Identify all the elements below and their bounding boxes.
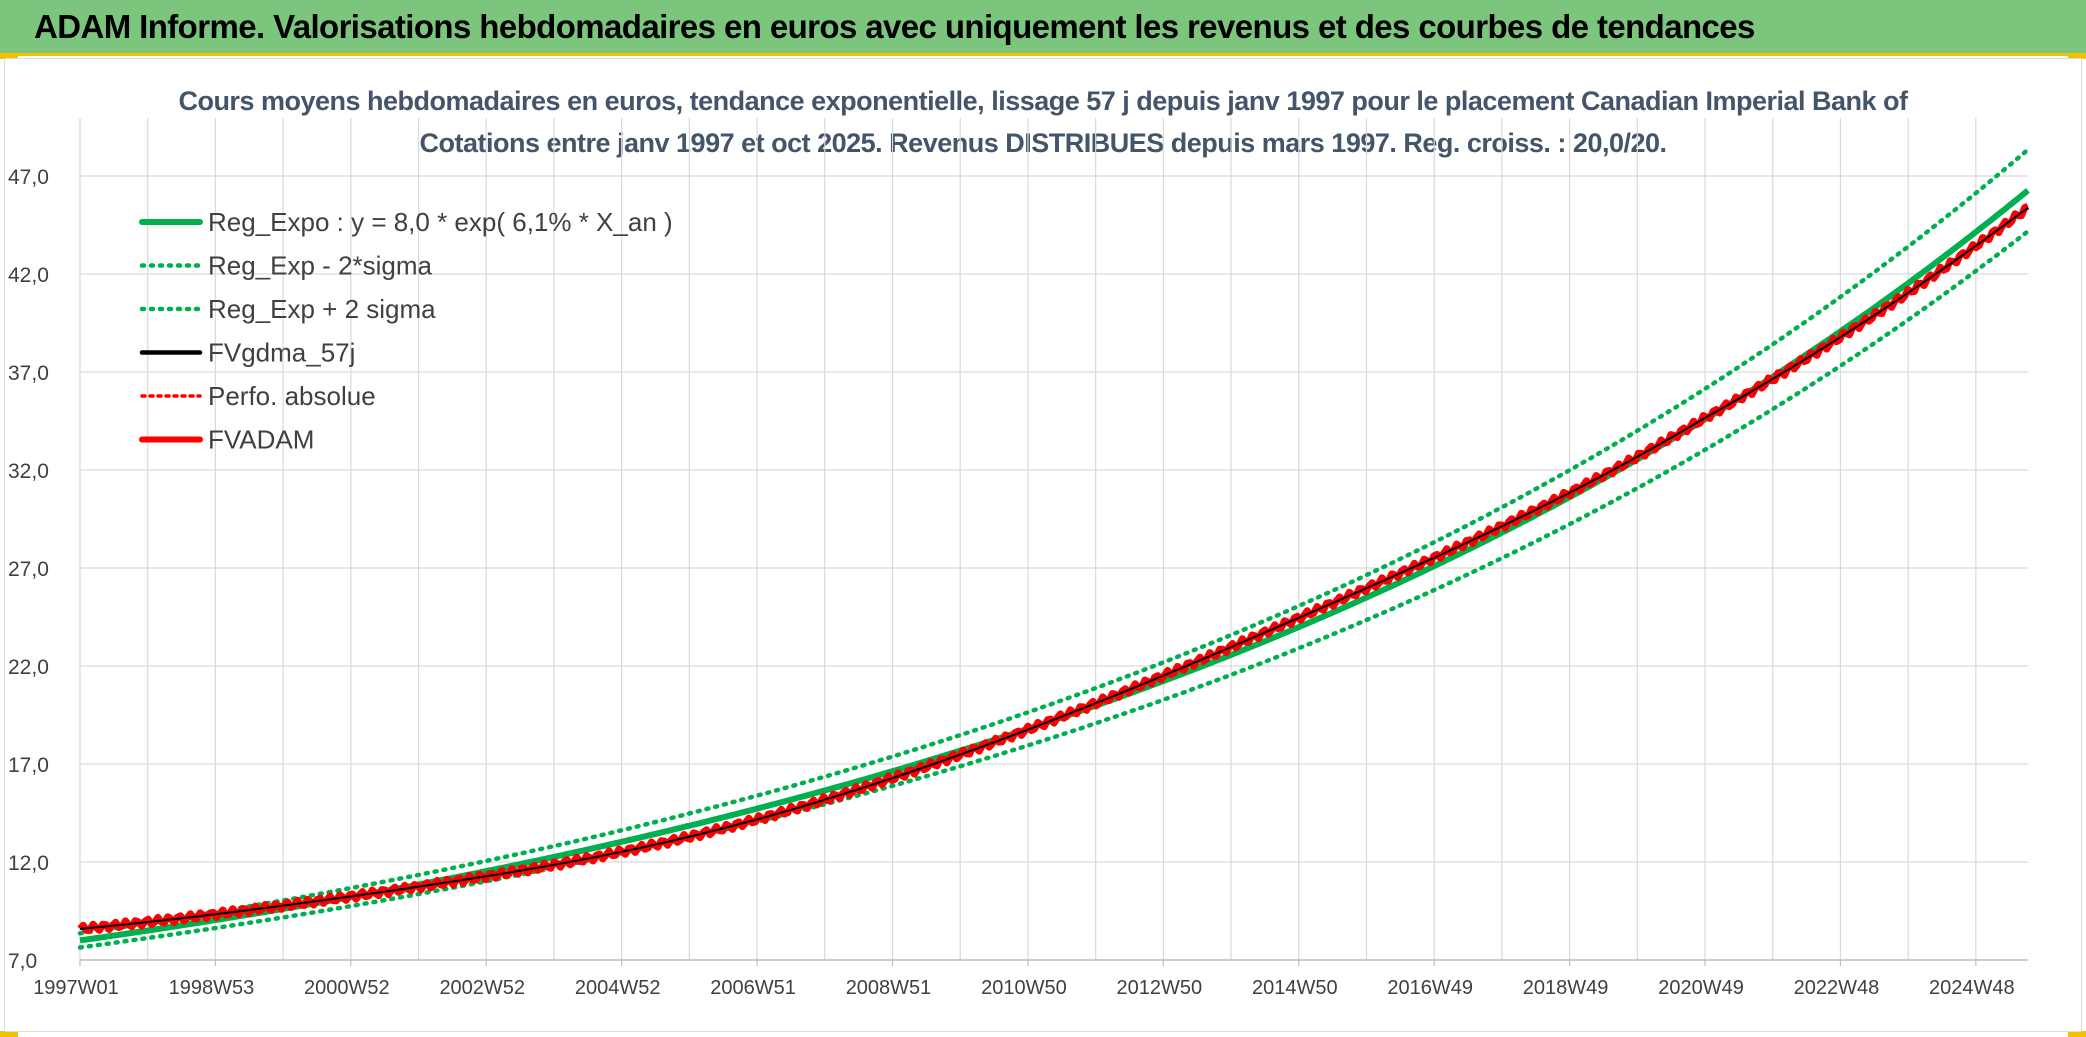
report-title: ADAM Informe. Valorisations hebdomadaire… bbox=[34, 8, 1755, 45]
series-fvgdma-57j bbox=[79, 206, 2029, 930]
x-tick-label: 2016W49 bbox=[1387, 977, 1473, 999]
legend-label: Reg_Expo : y = 8,0 * exp( 6,1% * X_an ) bbox=[208, 207, 673, 237]
y-tick-label: 17,0 bbox=[8, 754, 49, 777]
legend-label: Reg_Exp - 2*sigma bbox=[208, 251, 433, 281]
corner-accent-bottom-right bbox=[2068, 1031, 2086, 1037]
x-tick-label: 2012W50 bbox=[1117, 977, 1203, 999]
chart-title-line-2: Cotations entre janv 1997 et oct 2025. R… bbox=[419, 128, 1667, 158]
x-tick-label: 2024W48 bbox=[1929, 977, 2015, 999]
chart-title-line-1: Cours moyens hebdomadaires en euros, ten… bbox=[178, 86, 1908, 116]
x-tick-label: 2020W49 bbox=[1658, 977, 1744, 999]
series-fvadam bbox=[77, 203, 2030, 934]
y-tick-label: 12,0 bbox=[8, 852, 49, 875]
legend-label: FVgdma_57j bbox=[208, 338, 355, 368]
legend-label: Reg_Exp + 2 sigma bbox=[208, 294, 436, 324]
y-tick-label: 47,0 bbox=[8, 166, 49, 189]
corner-accent-bottom-left bbox=[0, 1031, 18, 1037]
x-tick-label: 2002W52 bbox=[439, 977, 525, 999]
x-tick-label: 1998W53 bbox=[169, 977, 255, 999]
y-tick-label: 37,0 bbox=[8, 362, 49, 385]
series-reg-exp-minus-2-sigma bbox=[77, 228, 2031, 950]
x-tick-label: 2008W51 bbox=[846, 977, 932, 999]
y-tick-label: 32,0 bbox=[8, 460, 49, 483]
x-tick-label: 1997W01 bbox=[33, 977, 119, 999]
y-tick-label: 22,0 bbox=[8, 656, 49, 679]
legend-label: FVADAM bbox=[208, 425, 314, 455]
legend-label: Perfo. absolue bbox=[208, 381, 376, 411]
corner-accent-left bbox=[0, 53, 18, 59]
x-tick-label: 2022W48 bbox=[1794, 977, 1880, 999]
y-tick-label: 27,0 bbox=[8, 558, 49, 581]
x-tick-label: 2018W49 bbox=[1523, 977, 1609, 999]
y-tick-label: 7,0 bbox=[8, 950, 37, 973]
corner-accent-right bbox=[2068, 53, 2086, 59]
series-group bbox=[77, 147, 2031, 950]
report-banner: ADAM Informe. Valorisations hebdomadaire… bbox=[0, 0, 2086, 56]
y-tick-label: 42,0 bbox=[8, 264, 49, 287]
x-tick-label: 2000W52 bbox=[304, 977, 390, 999]
legend: Reg_Expo : y = 8,0 * exp( 6,1% * X_an ) R… bbox=[139, 207, 673, 455]
x-tick-label: 2004W52 bbox=[575, 977, 661, 999]
x-tick-label: 2010W50 bbox=[981, 977, 1067, 999]
series-reg-exp-plus-2-sigma bbox=[77, 147, 2031, 936]
x-tick-label: 2006W51 bbox=[710, 977, 796, 999]
grid-lines bbox=[79, 118, 2028, 961]
x-tick-label: 2014W50 bbox=[1252, 977, 1338, 999]
